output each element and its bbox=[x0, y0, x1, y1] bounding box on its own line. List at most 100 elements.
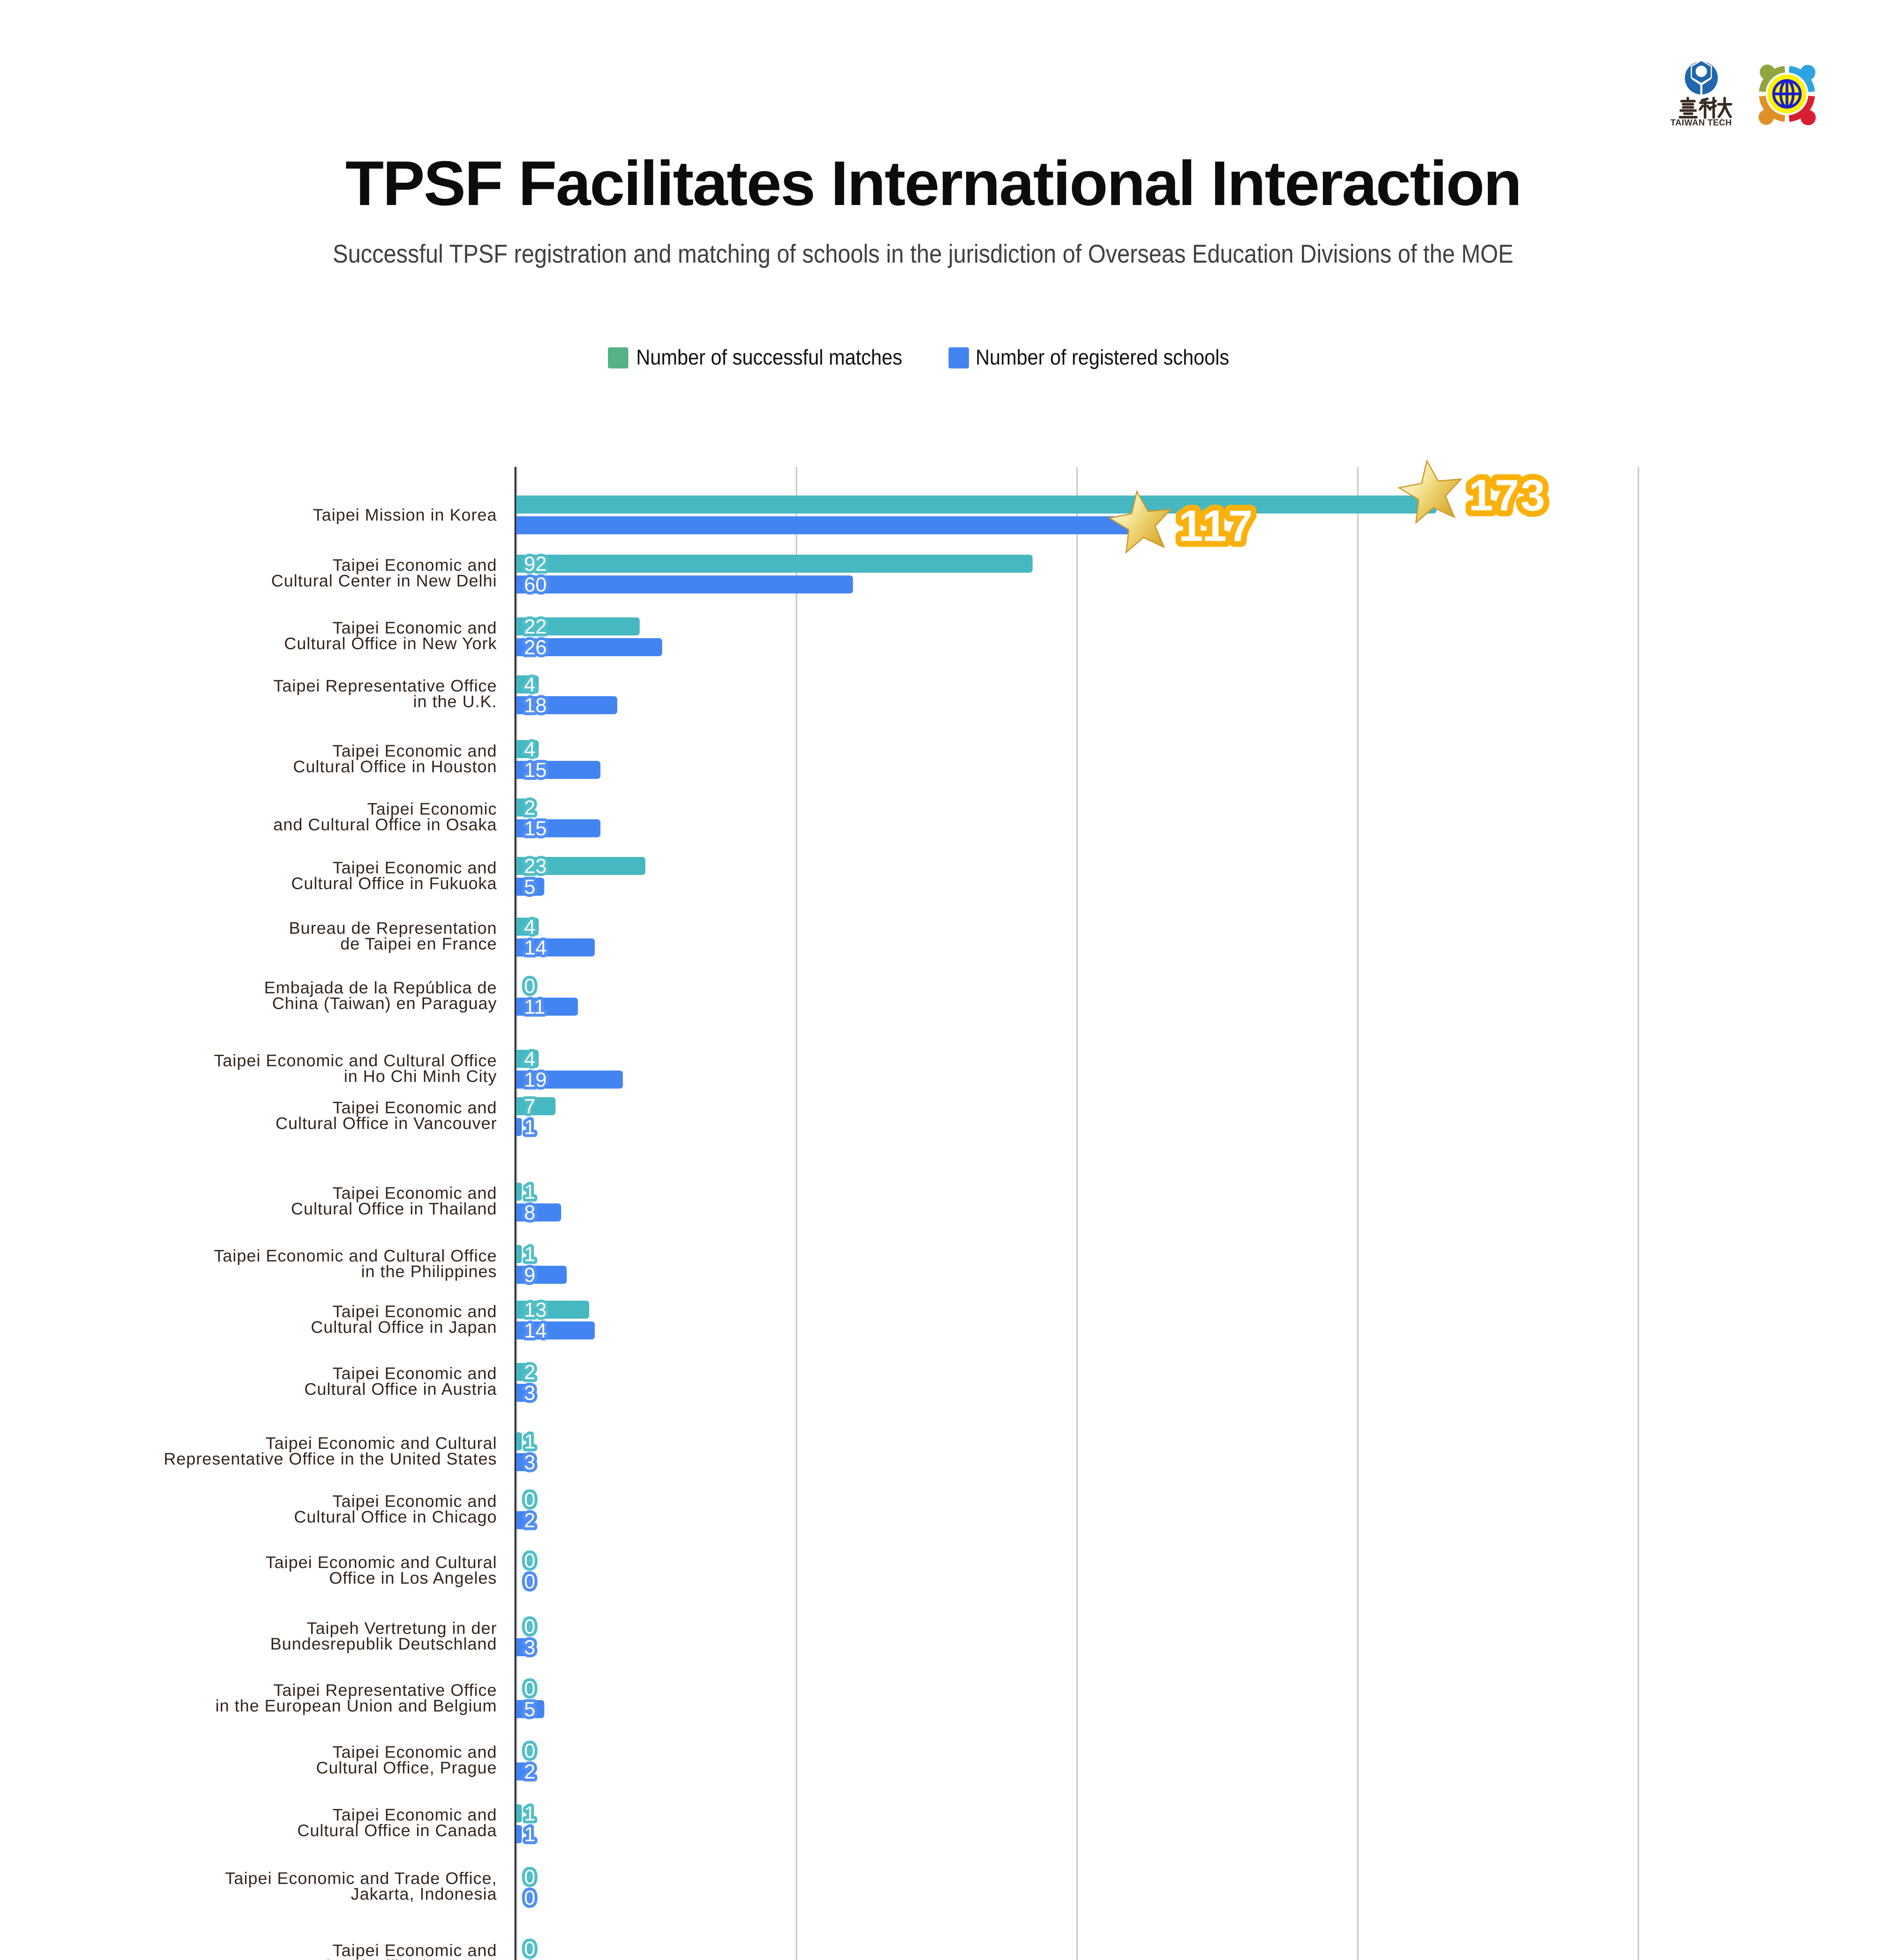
svg-text:3: 3 bbox=[524, 1382, 535, 1405]
svg-text:92: 92 bbox=[524, 553, 547, 575]
svg-text:Taipei Economic and: Taipei Economic and bbox=[332, 1184, 497, 1203]
svg-text:TPSF Facilitates International: TPSF Facilitates International Interacti… bbox=[345, 148, 1522, 219]
svg-text:Taipei Economic: Taipei Economic bbox=[367, 800, 497, 818]
svg-text:2: 2 bbox=[524, 1361, 535, 1384]
svg-text:1: 1 bbox=[524, 1430, 535, 1453]
svg-text:117: 117 bbox=[1179, 501, 1254, 550]
svg-text:19: 19 bbox=[524, 1069, 547, 1091]
svg-text:Representative Office in the U: Representative Office in the United Stat… bbox=[164, 1450, 497, 1468]
svg-text:Cultural Office in Chicago: Cultural Office in Chicago bbox=[294, 1508, 497, 1526]
svg-text:Cultural Office, Prague: Cultural Office, Prague bbox=[316, 1759, 497, 1777]
svg-text:173: 173 bbox=[1469, 471, 1547, 520]
svg-text:0: 0 bbox=[524, 1887, 535, 1909]
svg-text:Taipei Economic and: Taipei Economic and bbox=[332, 742, 497, 760]
svg-text:in the Philippines: in the Philippines bbox=[361, 1262, 497, 1281]
svg-text:Taipei Economic and Cultural O: Taipei Economic and Cultural Office bbox=[214, 1051, 497, 1070]
svg-text:Successful TPSF registration a: Successful TPSF registration and matchin… bbox=[333, 239, 1513, 268]
svg-text:Cultural Office in Austria: Cultural Office in Austria bbox=[304, 1380, 497, 1399]
svg-text:18: 18 bbox=[524, 694, 547, 717]
svg-text:Bureau de Representation: Bureau de Representation bbox=[289, 919, 497, 938]
svg-text:de Taipei en France: de Taipei en France bbox=[340, 935, 497, 953]
svg-text:in Ho Chi Minh City: in Ho Chi Minh City bbox=[344, 1067, 497, 1086]
svg-text:TAIWAN TECH: TAIWAN TECH bbox=[1671, 118, 1732, 127]
svg-text:Taipei Economic and: Taipei Economic and bbox=[332, 1806, 497, 1824]
svg-text:Cultural Office in Japan: Cultural Office in Japan bbox=[311, 1318, 497, 1337]
svg-text:2: 2 bbox=[524, 797, 535, 819]
svg-text:4: 4 bbox=[524, 916, 535, 938]
svg-text:Office in Los Angeles: Office in Los Angeles bbox=[329, 1569, 497, 1588]
svg-text:14: 14 bbox=[524, 936, 547, 959]
svg-text:15: 15 bbox=[524, 759, 547, 782]
svg-text:0: 0 bbox=[524, 1488, 535, 1511]
svg-text:5: 5 bbox=[524, 1698, 535, 1721]
svg-text:23: 23 bbox=[524, 855, 547, 878]
svg-text:in the U.K.: in the U.K. bbox=[413, 692, 497, 711]
svg-text:2: 2 bbox=[524, 1509, 535, 1532]
svg-text:Taipeh Vertretung in der: Taipeh Vertretung in der bbox=[307, 1619, 497, 1638]
svg-text:1: 1 bbox=[524, 1116, 535, 1139]
svg-text:60: 60 bbox=[524, 573, 547, 596]
svg-text:Taipei Economic and Trade Offi: Taipei Economic and Trade Office, bbox=[225, 1869, 497, 1888]
svg-text:26: 26 bbox=[524, 636, 547, 659]
svg-text:Taipei Economic and Cultural: Taipei Economic and Cultural bbox=[265, 1553, 497, 1572]
svg-text:Cultural Office in Fukuoka: Cultural Office in Fukuoka bbox=[291, 874, 497, 893]
svg-text:11: 11 bbox=[524, 996, 545, 1018]
svg-text:Number of registered schools: Number of registered schools bbox=[976, 345, 1229, 369]
svg-text:0: 0 bbox=[524, 1677, 535, 1700]
svg-text:Taipei Economic and: Taipei Economic and bbox=[332, 1941, 497, 1960]
svg-text:Cultural Office in New York: Cultural Office in New York bbox=[284, 634, 497, 653]
svg-text:4: 4 bbox=[524, 1048, 535, 1071]
svg-text:4: 4 bbox=[524, 673, 535, 696]
svg-text:0: 0 bbox=[524, 1740, 535, 1762]
svg-text:Taipei Economic and: Taipei Economic and bbox=[332, 1302, 497, 1321]
svg-text:Cultural Office in Boston: Cultural Office in Boston bbox=[304, 1957, 497, 1960]
svg-text:Number of successful matches: Number of successful matches bbox=[636, 345, 902, 369]
svg-text:Cultural Office in Houston: Cultural Office in Houston bbox=[293, 757, 497, 776]
svg-text:Taipei Economic and: Taipei Economic and bbox=[332, 556, 497, 575]
svg-text:14: 14 bbox=[524, 1319, 547, 1342]
svg-text:9: 9 bbox=[524, 1264, 535, 1287]
svg-text:2: 2 bbox=[524, 1760, 535, 1783]
svg-text:Taipei Economic and: Taipei Economic and bbox=[332, 1492, 497, 1511]
svg-text:22: 22 bbox=[524, 615, 547, 638]
svg-text:Taipei Economic and: Taipei Economic and bbox=[332, 619, 497, 637]
svg-text:Taipei Representative Office: Taipei Representative Office bbox=[273, 677, 497, 695]
svg-text:1: 1 bbox=[524, 1243, 535, 1266]
svg-text:Cultural Center in New Delhi: Cultural Center in New Delhi bbox=[271, 572, 497, 590]
svg-text:Cultural Office in Thailand: Cultural Office in Thailand bbox=[291, 1200, 497, 1218]
svg-text:Taipei Economic and: Taipei Economic and bbox=[332, 858, 497, 877]
svg-text:Bundesrepublik Deutschland: Bundesrepublik Deutschland bbox=[270, 1635, 497, 1653]
svg-text:0: 0 bbox=[524, 1570, 535, 1593]
svg-text:5: 5 bbox=[524, 876, 535, 898]
svg-text:3: 3 bbox=[524, 1636, 535, 1659]
svg-text:0: 0 bbox=[524, 1615, 535, 1638]
svg-text:China (Taiwan) en Paraguay: China (Taiwan) en Paraguay bbox=[272, 994, 497, 1013]
svg-text:Taipei Economic and: Taipei Economic and bbox=[332, 1743, 497, 1762]
svg-text:1: 1 bbox=[524, 1823, 535, 1846]
svg-text:0: 0 bbox=[524, 975, 535, 998]
svg-text:15: 15 bbox=[524, 817, 547, 840]
svg-text:Taipei Mission in Korea: Taipei Mission in Korea bbox=[313, 506, 497, 524]
svg-text:1: 1 bbox=[524, 1181, 535, 1203]
svg-text:Taipei Economic and: Taipei Economic and bbox=[332, 1098, 497, 1117]
svg-text:4: 4 bbox=[524, 738, 535, 761]
svg-text:0: 0 bbox=[524, 1938, 535, 1960]
svg-text:and Cultural Office in Osaka: and Cultural Office in Osaka bbox=[273, 815, 497, 834]
svg-text:Cultural Office in Canada: Cultural Office in Canada bbox=[297, 1821, 497, 1840]
svg-text:Embajada de la República de: Embajada de la República de bbox=[264, 978, 497, 997]
svg-text:0: 0 bbox=[524, 1550, 535, 1572]
svg-text:0: 0 bbox=[524, 1866, 535, 1889]
svg-text:in the European Union and Belg: in the European Union and Belgium bbox=[215, 1697, 497, 1715]
svg-text:Cultural Office in Vancouver: Cultural Office in Vancouver bbox=[276, 1114, 497, 1133]
svg-text:7: 7 bbox=[524, 1095, 535, 1118]
svg-text:1: 1 bbox=[524, 1802, 535, 1825]
svg-text:3: 3 bbox=[524, 1451, 535, 1474]
svg-text:Jakarta, Indonesia: Jakarta, Indonesia bbox=[351, 1885, 497, 1904]
svg-text:Taipei Economic and Cultural: Taipei Economic and Cultural bbox=[265, 1434, 497, 1453]
svg-text:Taipei Representative Office: Taipei Representative Office bbox=[273, 1681, 497, 1700]
svg-text:8: 8 bbox=[524, 1201, 535, 1224]
svg-text:1: 1 bbox=[524, 1958, 535, 1960]
svg-text:13: 13 bbox=[524, 1299, 547, 1321]
svg-text:Taipei Economic and: Taipei Economic and bbox=[332, 1364, 497, 1383]
svg-text:Taipei Economic and Cultural O: Taipei Economic and Cultural Office bbox=[214, 1247, 497, 1265]
